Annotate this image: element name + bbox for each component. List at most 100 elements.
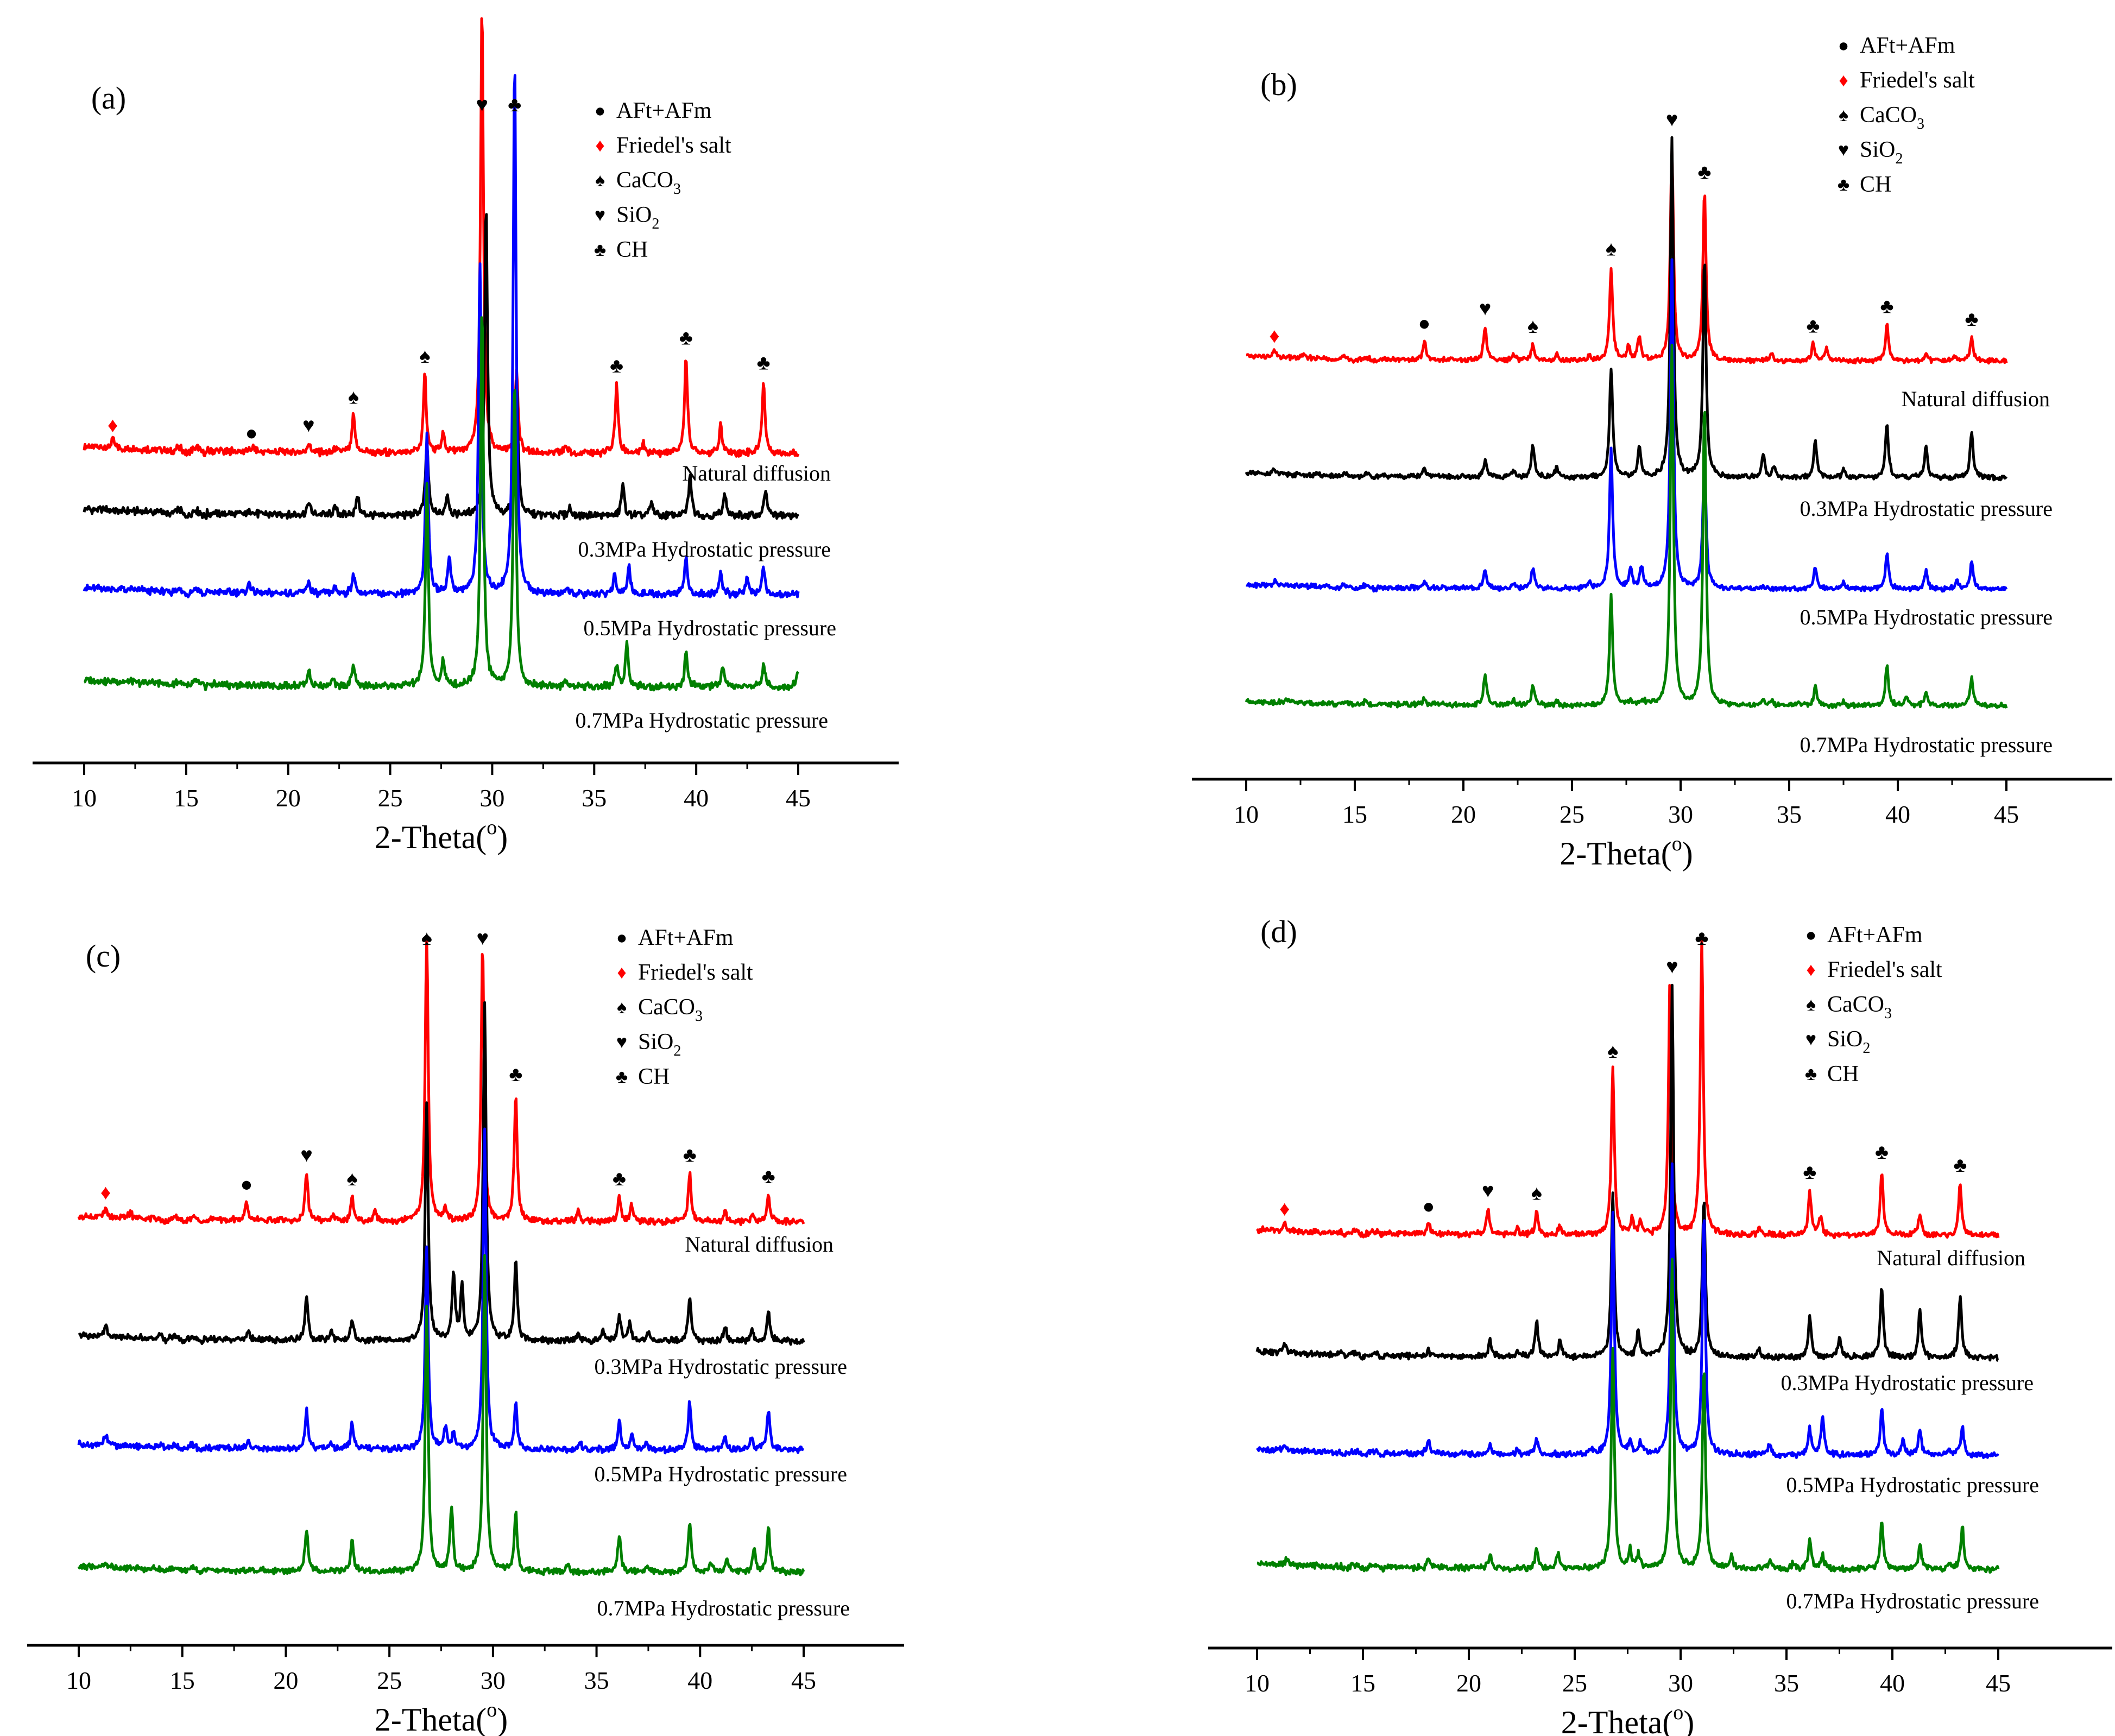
x-tick-label: 10 (1234, 800, 1259, 828)
legend-symbol-club: ♣ (1838, 175, 1849, 195)
x-tick-label: 25 (1562, 1669, 1587, 1697)
legend-entry-sub: 3 (695, 1008, 703, 1025)
x-tick-label: 20 (276, 784, 301, 812)
legend-symbol-heart: ♥ (1805, 1030, 1816, 1050)
x-axis-title-text: 2-Theta( (375, 1702, 487, 1736)
legend-entry: CaCO3 (1827, 992, 1892, 1022)
peak-marker-club: ♣ (613, 1167, 626, 1190)
peak-marker-spade: ♠ (1531, 1182, 1542, 1205)
series-label: 0.7MPa Hydrostatic pressure (1786, 1589, 2039, 1613)
peak-marker-heart: ♥ (302, 414, 315, 437)
legend-symbol-diamond: ♦ (1806, 960, 1815, 980)
panel-d: ♦ ● ♥ ♠ ♠ ♥ ♣ ♣ ♣ ♣ Natural diffusion 0.3MPa Hydros… (1208, 914, 2112, 1736)
legend-entry: SiO2 (1860, 137, 1903, 167)
legend-entry: AFt+AFm (616, 98, 712, 123)
peak-marker-spade: ♠ (1527, 315, 1538, 338)
peak-marker-spade: ♠ (348, 386, 359, 409)
legend-symbol-heart: ♥ (616, 1032, 627, 1052)
x-tick-label: 25 (377, 1666, 402, 1694)
x-tick-label: 20 (273, 1666, 298, 1694)
x-tick-label: 20 (1451, 800, 1476, 828)
series-label: 0.7MPa Hydrostatic pressure (576, 708, 828, 733)
series-label: Natural diffusion (1877, 1246, 2025, 1270)
x-tick-label: 15 (1350, 1669, 1375, 1697)
panel-label: (c) (86, 938, 121, 974)
legend-entry-text: CaCO (1860, 103, 1917, 128)
x-axis-title-sup: o (1672, 832, 1682, 855)
legend-symbol-club: ♣ (616, 1067, 628, 1087)
legend-symbol-spade: ♠ (1806, 995, 1816, 1015)
series-line-p07 (77, 1254, 805, 1576)
x-axis-title-end: ) (497, 1702, 508, 1736)
series-line-p03 (78, 1001, 805, 1346)
peak-marker-club: ♣ (509, 1063, 522, 1086)
legend-entry: CaCO3 (1860, 103, 1924, 132)
panel-b: ♦ ● ♥ ♠ ♠ ♥ ♣ ♣ ♣ ♣ Natural diffusion 0.3MPa Hydros… (1192, 33, 2112, 872)
x-tick-label: 35 (582, 784, 607, 812)
peak-marker-diamond: ♦ (108, 414, 118, 437)
series-line-natural (83, 17, 800, 458)
legend-entry-text: CaCO (616, 168, 673, 193)
series-line-p07 (1257, 1258, 2000, 1574)
peak-marker-club: ♣ (1953, 1154, 1967, 1177)
peak-marker-club: ♣ (757, 352, 771, 375)
peak-marker-club: ♣ (762, 1165, 775, 1188)
legend-entry-text: AFt+AFm (638, 925, 734, 950)
x-tick-label: 40 (1880, 1669, 1905, 1697)
legend-entry: CH (616, 237, 648, 262)
peak-marker-club: ♣ (1698, 161, 1712, 184)
legend-symbol-circle: ● (1805, 925, 1817, 945)
x-axis-title-end: ) (1683, 1705, 1694, 1736)
legend-entry-sub: 3 (673, 181, 681, 198)
x-axis-title: 2-Theta(o) (375, 816, 508, 855)
peak-marker-heart: ♥ (477, 927, 489, 950)
peak-marker-heart: ♥ (476, 93, 488, 116)
legend-symbol-heart: ♥ (595, 205, 605, 225)
legend-entry: SiO2 (616, 203, 659, 232)
series-line-p03 (1245, 136, 2008, 482)
legend-symbol-diamond: ♦ (617, 963, 626, 983)
legend-entry-text: SiO (1827, 1027, 1863, 1052)
x-axis-title: 2-Theta(o) (375, 1699, 508, 1736)
x-tick-label: 45 (1994, 800, 2019, 828)
legend-entry: AFt+AFm (1827, 923, 1923, 948)
legend-entry-text: CaCO (638, 995, 695, 1020)
legend-entry-text: SiO (638, 1030, 673, 1055)
legend-entry: SiO2 (638, 1030, 681, 1059)
legend-entry-text: CH (638, 1064, 670, 1089)
x-tick-label: 30 (481, 1666, 506, 1694)
legend-entry: SiO2 (1827, 1027, 1870, 1057)
peak-marker-club: ♣ (1695, 927, 1709, 950)
series-label: 0.5MPa Hydrostatic pressure (1786, 1473, 2039, 1497)
peak-marker-heart: ♥ (1666, 108, 1678, 131)
legend-entry: Friedel's salt (616, 133, 731, 158)
legend-symbol-circle: ● (1838, 36, 1849, 56)
peak-marker-club: ♣ (1875, 1141, 1889, 1164)
series-label: 0.7MPa Hydrostatic pressure (597, 1596, 850, 1620)
series-label: 0.3MPa Hydrostatic pressure (1781, 1371, 2034, 1395)
legend-entry: Friedel's salt (638, 960, 753, 985)
legend-symbol-club: ♣ (594, 240, 606, 260)
peak-marker-club: ♣ (679, 326, 693, 349)
peak-marker-circle: ● (1422, 1195, 1435, 1218)
peak-marker-club: ♣ (683, 1144, 697, 1167)
series-line-p03 (83, 213, 799, 521)
legend-entry-sub: 3 (1917, 116, 1924, 132)
peak-marker-spade: ♠ (346, 1167, 357, 1190)
x-tick-label: 45 (786, 784, 811, 812)
x-axis-title: 2-Theta(o) (1560, 832, 1693, 872)
peak-marker-club: ♣ (1807, 315, 1820, 338)
x-axis-title-sup: o (487, 816, 497, 839)
peak-marker-spade: ♠ (421, 927, 432, 950)
legend-entry: CH (1827, 1062, 1859, 1087)
legend-entry: CH (1860, 172, 1891, 197)
legend-entry-text: AFt+AFm (1827, 923, 1923, 948)
legend-entry: CaCO3 (638, 995, 703, 1025)
x-tick-label: 45 (1986, 1669, 2011, 1697)
panel-label: (b) (1260, 67, 1297, 102)
x-axis-title: 2-Theta(o) (1561, 1701, 1695, 1736)
x-tick-label: 20 (1456, 1669, 1481, 1697)
peak-marker-club: ♣ (1803, 1161, 1816, 1184)
legend-entry-sub: 2 (1863, 1040, 1870, 1057)
x-tick-label: 30 (1668, 1669, 1693, 1697)
